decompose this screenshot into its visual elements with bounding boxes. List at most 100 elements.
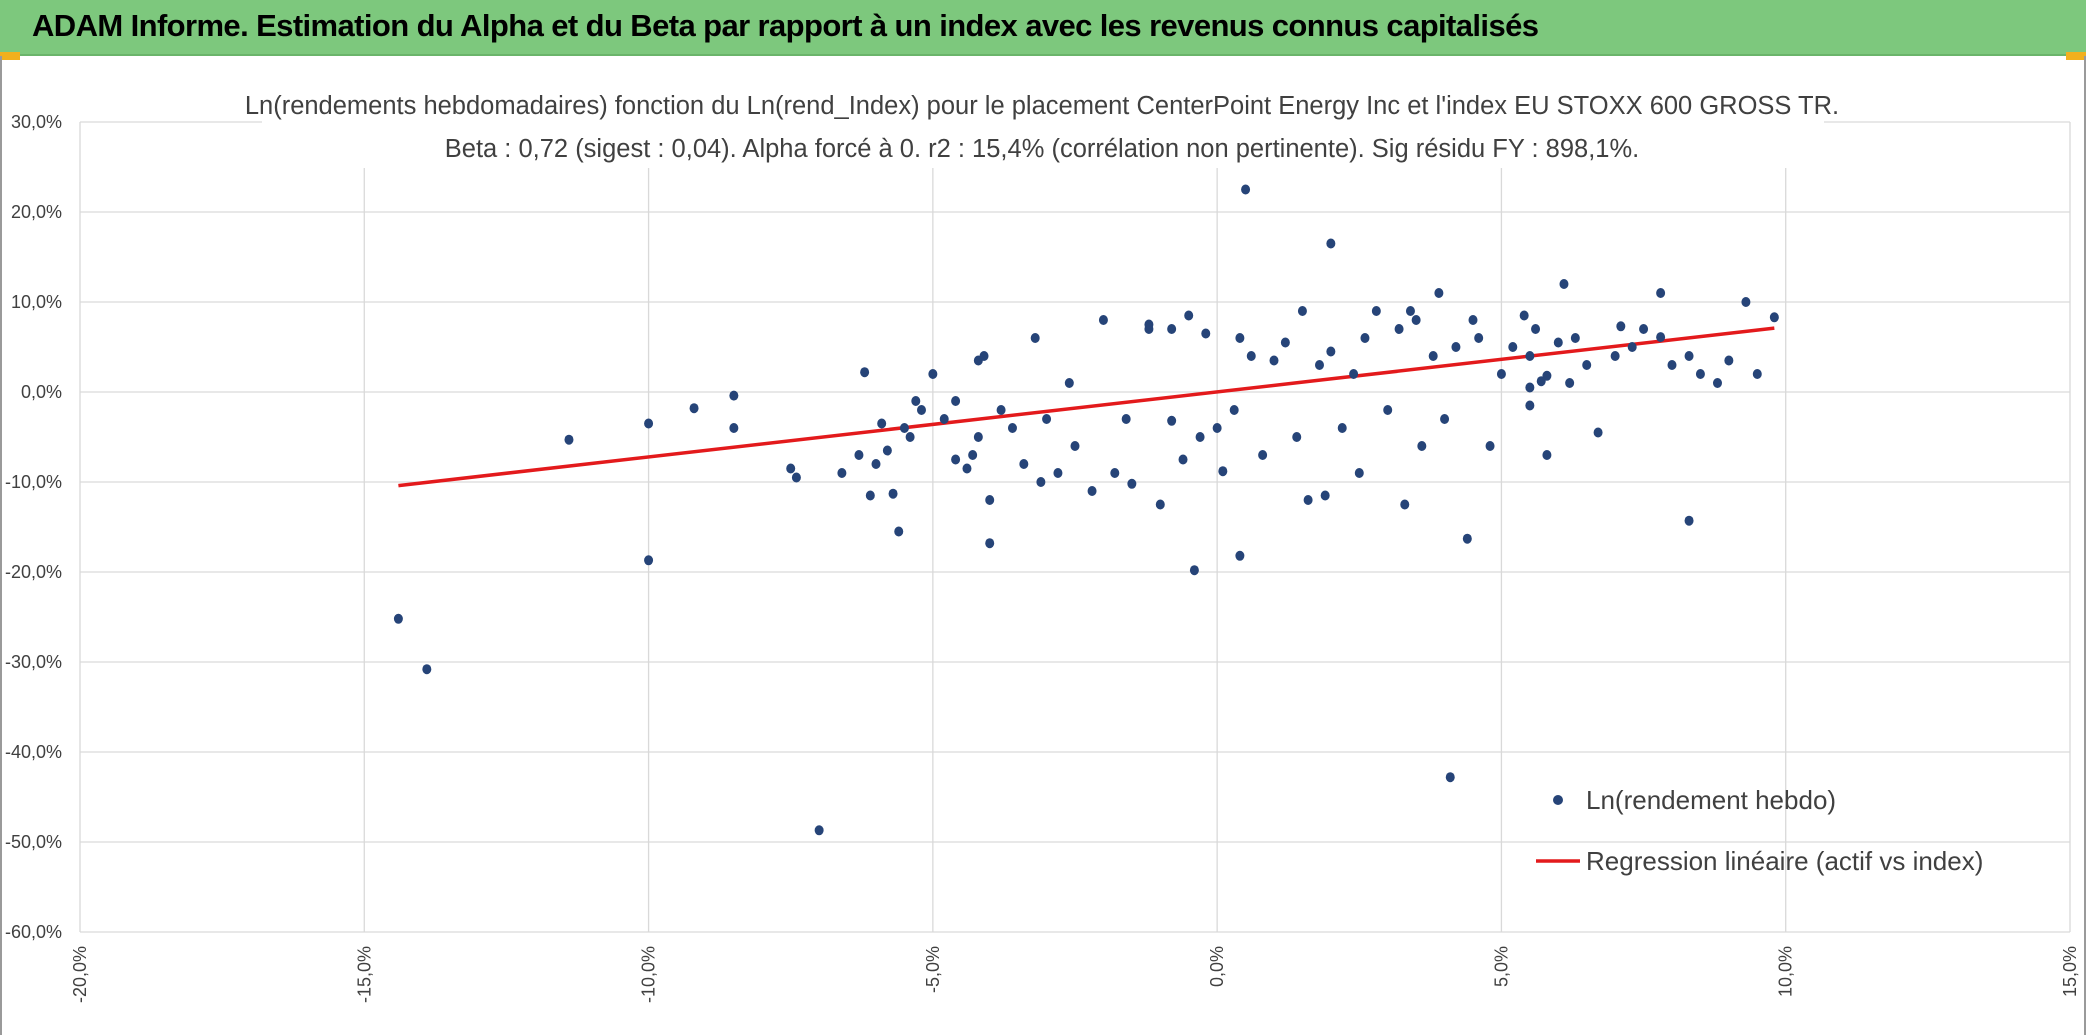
data-point	[1303, 495, 1313, 505]
y-axis-tick-labels: 30,0% 20,0% 10,0% 0,0% -10,0% -20,0% -30,0% -40…	[5, 112, 62, 942]
report-title: ADAM Informe. Estimation du Alpha et du …	[32, 8, 1539, 43]
data-point	[951, 396, 961, 406]
data-point	[1656, 332, 1666, 343]
data-point	[1570, 333, 1580, 343]
report-banner: ADAM Informe. Estimation du Alpha et du …	[0, 0, 2086, 56]
data-point	[1400, 499, 1410, 510]
x-axis-tick-labels: -20,0% -15,0% -10,0% -5,0% 0,0% 5,0% 10,0% 15,0…	[70, 946, 2080, 1003]
data-point	[968, 450, 978, 460]
data-point	[860, 367, 870, 378]
data-point	[1167, 324, 1177, 334]
data-point	[1684, 515, 1694, 526]
data-point	[1360, 333, 1370, 343]
data-point	[871, 459, 881, 469]
data-point	[1724, 355, 1734, 366]
data-point	[1019, 459, 1029, 469]
data-point	[814, 825, 824, 836]
data-point	[1064, 378, 1074, 388]
data-point	[894, 526, 904, 537]
data-point	[1235, 550, 1245, 561]
data-point	[1496, 369, 1506, 379]
data-point	[1280, 337, 1290, 348]
data-point	[888, 488, 898, 499]
title-background	[262, 88, 1824, 168]
data-point	[1411, 315, 1421, 325]
data-point	[1542, 450, 1552, 460]
data-point	[985, 495, 995, 505]
data-point	[1201, 328, 1211, 339]
data-point	[1741, 297, 1751, 307]
data-point	[865, 490, 875, 501]
data-point	[1684, 351, 1694, 361]
data-point	[1184, 310, 1194, 321]
data-point	[1519, 310, 1529, 321]
data-point	[1189, 565, 1199, 576]
data-point	[962, 463, 972, 474]
y-tick-label: 30,0%	[11, 112, 62, 132]
legend: Ln(rendement hebdo) Regression linéaire …	[1536, 785, 1983, 876]
data-point	[1110, 468, 1120, 478]
data-point	[979, 351, 989, 361]
data-point	[1451, 342, 1461, 352]
data-point	[1269, 355, 1279, 366]
data-point	[882, 445, 892, 456]
data-point	[1531, 324, 1541, 334]
data-point	[1127, 478, 1137, 489]
data-point	[1036, 477, 1046, 487]
data-point	[1639, 324, 1649, 334]
data-point	[1434, 288, 1444, 298]
data-point	[1610, 351, 1620, 361]
regression-line	[398, 326, 1775, 488]
data-point	[689, 403, 699, 414]
data-point	[1485, 441, 1495, 451]
data-point	[422, 664, 432, 675]
legend-label-regression: Regression linéaire (actif vs index)	[1586, 846, 1983, 876]
data-point	[1292, 432, 1302, 442]
data-point	[1098, 315, 1108, 325]
corner-marker-left	[0, 52, 20, 60]
data-point	[1087, 486, 1097, 496]
data-point	[1042, 414, 1052, 424]
data-point	[1326, 238, 1336, 249]
data-point	[564, 434, 574, 445]
data-point	[786, 463, 796, 474]
data-point	[1070, 441, 1080, 451]
data-point	[837, 468, 847, 478]
data-point	[729, 423, 739, 433]
data-point	[1525, 400, 1535, 411]
data-point	[1030, 333, 1040, 343]
y-tick-label: -40,0%	[5, 742, 62, 762]
data-point	[729, 390, 739, 401]
gridlines	[79, 121, 2071, 933]
x-tick-label: 5,0%	[1491, 946, 1511, 987]
data-point	[1525, 351, 1535, 361]
data-point	[1349, 369, 1359, 379]
data-point	[1582, 360, 1592, 370]
data-point	[854, 450, 864, 460]
data-point	[1508, 342, 1518, 352]
data-point	[1593, 427, 1603, 438]
y-tick-label: -60,0%	[5, 922, 62, 942]
data-point	[1314, 360, 1324, 370]
data-point	[1667, 360, 1677, 370]
data-point	[1627, 342, 1637, 352]
data-point	[1383, 405, 1393, 415]
data-point	[877, 418, 887, 429]
data-point	[985, 538, 995, 549]
data-point	[1474, 333, 1484, 343]
data-point	[911, 396, 921, 406]
data-point	[1656, 288, 1666, 298]
data-point	[1258, 450, 1268, 460]
data-point	[905, 432, 915, 442]
data-point	[1559, 279, 1569, 289]
data-point	[939, 414, 949, 424]
data-point	[1246, 351, 1256, 361]
data-point	[1405, 306, 1415, 316]
data-point	[916, 405, 926, 415]
data-point	[1229, 405, 1239, 415]
data-point	[644, 418, 654, 429]
data-point	[1297, 306, 1307, 316]
data-point	[1212, 423, 1222, 433]
data-point	[1525, 382, 1535, 393]
data-point	[1155, 499, 1165, 510]
